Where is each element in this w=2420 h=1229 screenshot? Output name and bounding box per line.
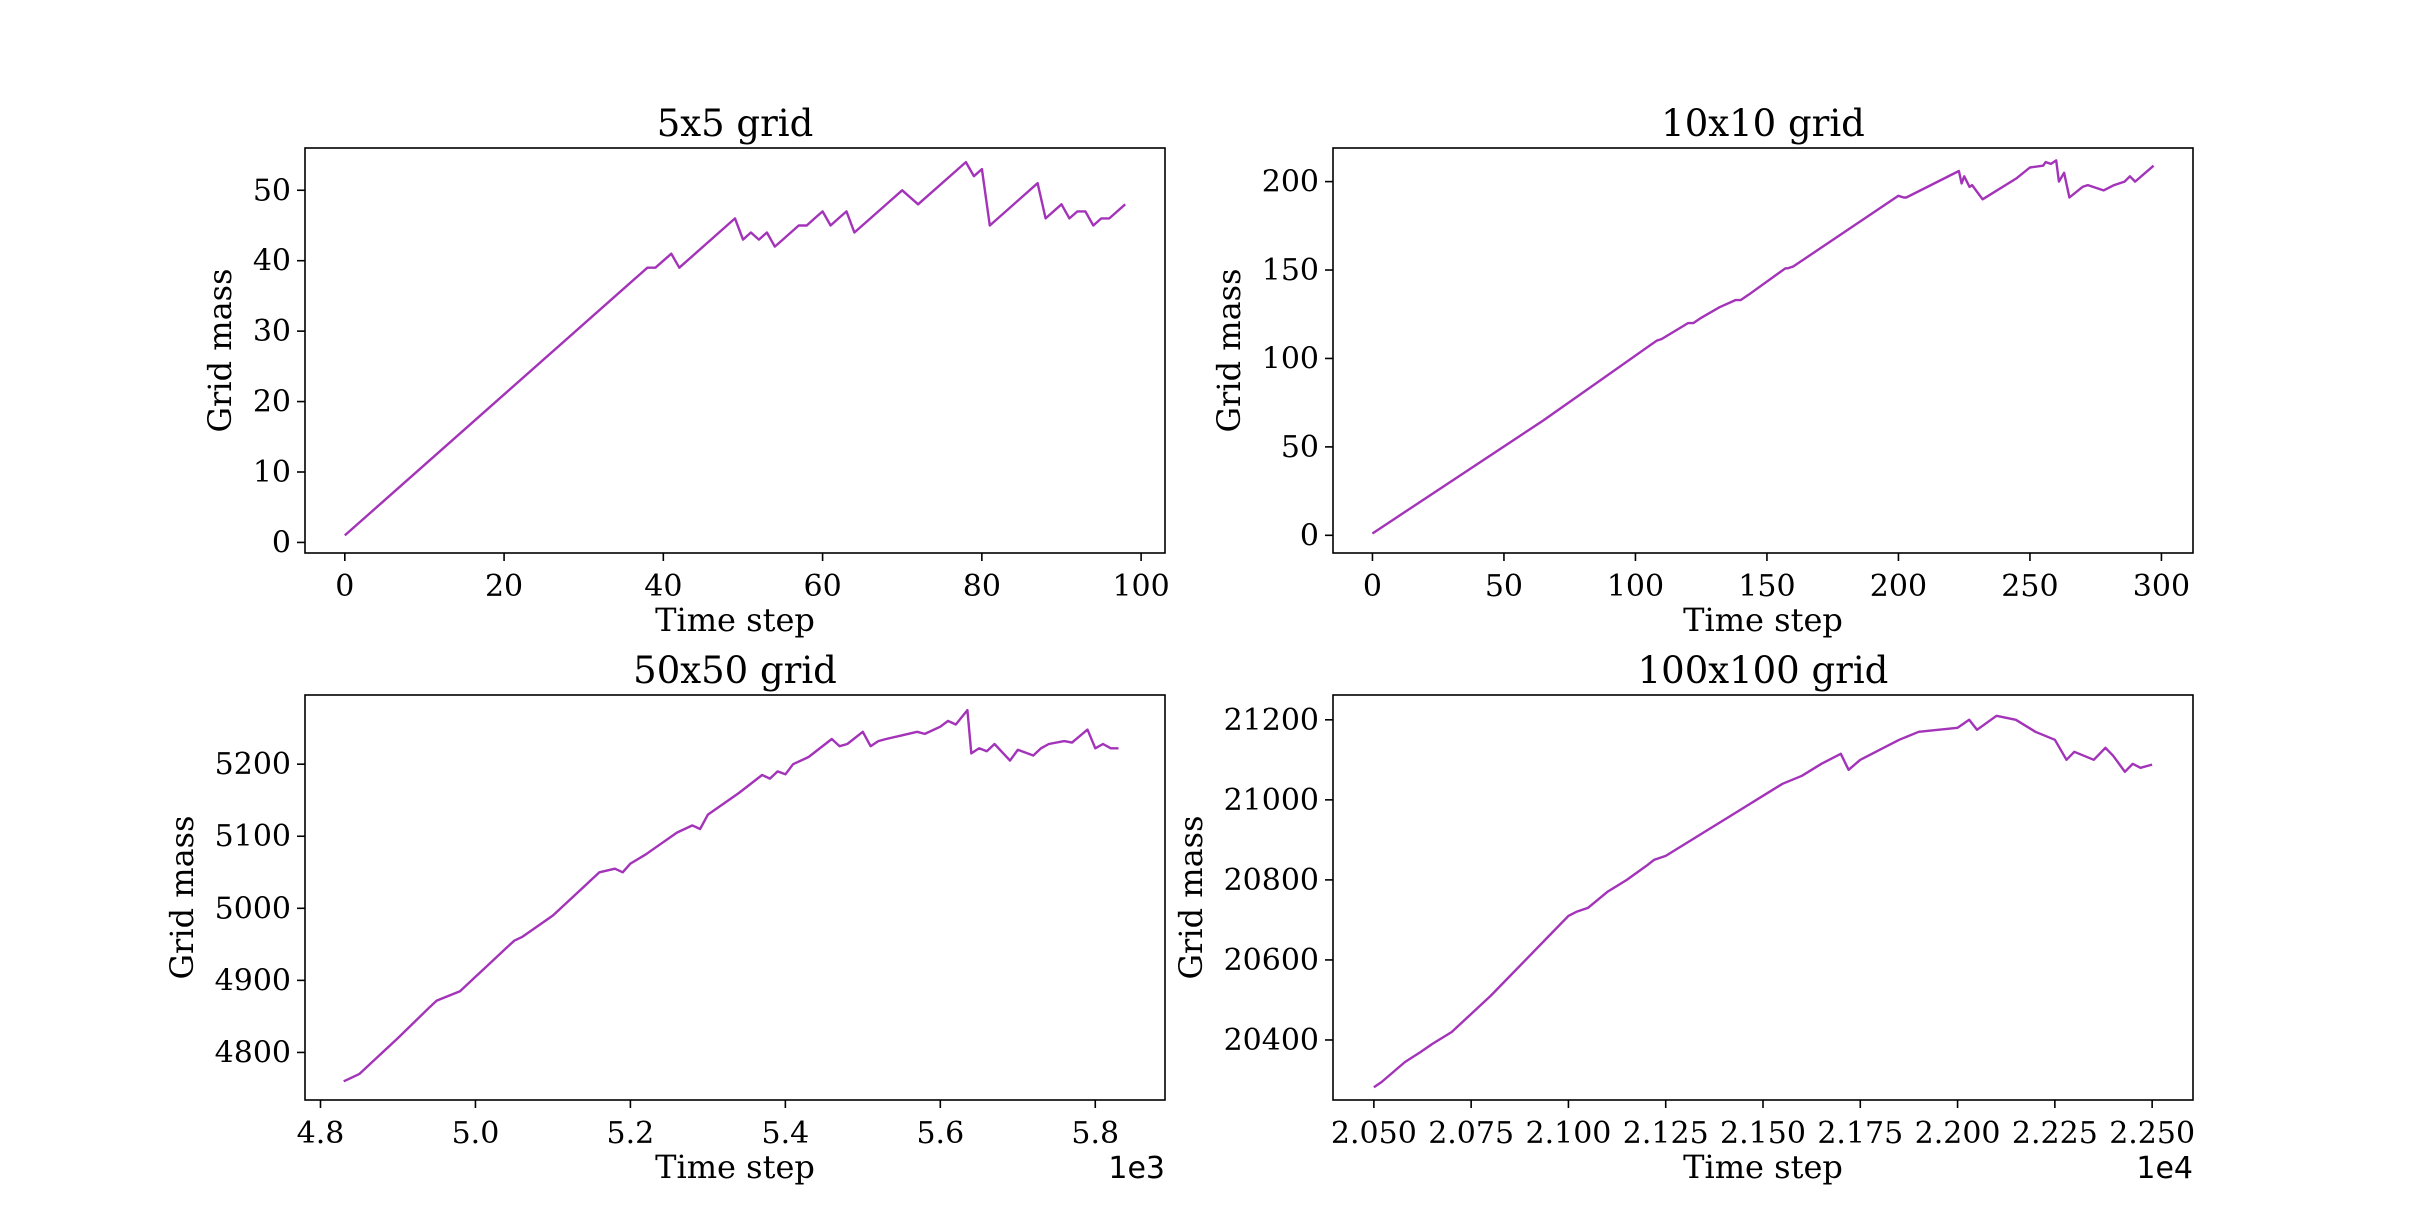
chart-panel-3: 4.8 5.0 5.2 5.4 5.6 5.8 4800 4900 5000 5100 5200 50… xyxy=(163,649,1166,1186)
y-axis-label: Grid mass xyxy=(1172,815,1210,979)
series-line-4-1 xyxy=(1373,714,2153,1089)
y-tick-label: 150 xyxy=(1262,253,1319,288)
x-axis-label: Time step xyxy=(655,1148,815,1186)
y-tick-label: 5000 xyxy=(215,891,291,926)
x-tick-label: 0 xyxy=(1363,569,1382,604)
plot-frame xyxy=(304,694,1166,1101)
chart-panel-1: 0 20 40 60 80 100 0 10 20 30 40 50 5x5 grid Time step… xyxy=(201,102,1170,639)
y-tick-label: 5200 xyxy=(215,747,291,782)
x-tick-label: 2.250 xyxy=(2109,1116,2195,1151)
x-axis-offset-label: 1e4 xyxy=(2136,1151,2193,1186)
x-tick-label: 100 xyxy=(1112,569,1169,604)
y-tick-label: 20600 xyxy=(1224,943,1319,978)
y-tick-label: 4800 xyxy=(215,1035,291,1070)
y-tick-label: 100 xyxy=(1262,341,1319,376)
x-tick-label: 5.4 xyxy=(762,1116,810,1151)
x-tick-label: 40 xyxy=(644,569,682,604)
y-tick-label: 0 xyxy=(1300,518,1319,553)
x-tick-label: 20 xyxy=(485,569,523,604)
chart-panel-2: 0 50 100 150 200 250 300 0 50 100 150 200 10x10 grid… xyxy=(1210,102,2194,639)
x-tick-label: 5.0 xyxy=(452,1116,500,1151)
x-tick-label: 300 xyxy=(2133,569,2190,604)
x-tick-label: 60 xyxy=(803,569,841,604)
y-tick-label: 20400 xyxy=(1224,1023,1319,1058)
plot-frame xyxy=(304,147,1166,554)
x-tick-label: 2.200 xyxy=(1915,1116,2001,1151)
x-axis-label: Time step xyxy=(1683,1148,1843,1186)
x-tick-label: 2.100 xyxy=(1525,1116,1611,1151)
x-axis-offset-label: 1e3 xyxy=(1108,1151,1165,1186)
x-tick-label: 5.2 xyxy=(607,1116,655,1151)
x-axis-label: Time step xyxy=(655,601,815,639)
x-tick-label: 2.150 xyxy=(1720,1116,1806,1151)
y-tick-label: 50 xyxy=(253,173,291,208)
x-tick-label: 5.6 xyxy=(916,1116,964,1151)
y-tick-label: 21000 xyxy=(1224,783,1319,818)
x-tick-label: 200 xyxy=(1870,569,1927,604)
x-tick-label: 5.8 xyxy=(1071,1116,1119,1151)
x-tick-label: 100 xyxy=(1607,569,1664,604)
chart-title: 50x50 grid xyxy=(633,649,837,692)
y-tick-label: 0 xyxy=(272,525,291,560)
y-tick-label: 40 xyxy=(253,244,291,279)
y-tick-label: 4900 xyxy=(215,963,291,998)
y-tick-label: 30 xyxy=(253,314,291,349)
y-axis-label: Grid mass xyxy=(163,815,201,979)
series-line-2-1 xyxy=(1371,159,2155,535)
y-tick-label: 21200 xyxy=(1224,703,1319,738)
y-tick-label: 50 xyxy=(1281,430,1319,465)
y-tick-label: 20 xyxy=(253,385,291,420)
plot-frame xyxy=(1332,147,2194,554)
x-tick-label: 250 xyxy=(2001,569,2058,604)
y-axis-label: Grid mass xyxy=(1210,268,1248,432)
y-tick-label: 200 xyxy=(1262,165,1319,200)
y-tick-label: 10 xyxy=(253,455,291,490)
x-tick-label: 2.225 xyxy=(2012,1116,2098,1151)
x-tick-label: 80 xyxy=(963,569,1001,604)
x-tick-label: 2.075 xyxy=(1428,1116,1514,1151)
x-axis-label: Time step xyxy=(1683,601,1843,639)
series-line-3-1 xyxy=(343,708,1119,1083)
chart-panel-4: 2.050 2.075 2.100 2.125 2.150 2.175 2.200 2.225… xyxy=(1172,649,2195,1186)
chart-title: 100x100 grid xyxy=(1638,649,1889,692)
x-tick-label: 50 xyxy=(1485,569,1523,604)
x-tick-label: 2.050 xyxy=(1331,1116,1417,1151)
x-tick-label: 0 xyxy=(335,569,354,604)
y-tick-label: 5100 xyxy=(215,819,291,854)
series-line-1-1 xyxy=(344,160,1126,537)
x-tick-label: 2.125 xyxy=(1623,1116,1709,1151)
chart-title: 5x5 grid xyxy=(657,102,814,145)
x-tick-label: 2.175 xyxy=(1817,1116,1903,1151)
y-tick-label: 20800 xyxy=(1224,863,1319,898)
x-tick-label: 150 xyxy=(1738,569,1795,604)
x-tick-label: 4.8 xyxy=(297,1116,345,1151)
y-axis-label: Grid mass xyxy=(201,268,239,432)
chart-title: 10x10 grid xyxy=(1661,102,1865,145)
